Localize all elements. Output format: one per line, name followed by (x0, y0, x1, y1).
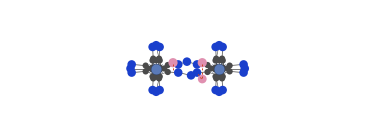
Point (153, 76, 159, 78)
Point (242, 67, 248, 70)
Point (184, 61, 190, 63)
Point (216, 59, 222, 61)
Point (127, 67, 133, 70)
Point (149, 59, 155, 62)
Point (199, 78, 205, 80)
Point (240, 63, 246, 65)
Point (240, 72, 246, 74)
Point (212, 68, 218, 71)
Point (157, 59, 163, 62)
Point (150, 89, 156, 91)
Point (156, 46, 163, 48)
Point (226, 70, 232, 72)
Point (156, 89, 163, 91)
Point (226, 65, 232, 67)
Point (219, 77, 225, 79)
Point (161, 67, 167, 70)
Point (175, 63, 181, 65)
Point (129, 72, 135, 74)
Point (165, 64, 171, 66)
Point (219, 58, 225, 60)
Point (149, 75, 155, 78)
Point (165, 71, 171, 73)
Point (212, 89, 218, 91)
Point (212, 59, 218, 62)
Point (150, 46, 156, 48)
Point (194, 63, 200, 65)
Point (216, 91, 222, 93)
Point (156, 77, 162, 79)
Point (157, 66, 163, 68)
Point (145, 67, 151, 70)
Point (220, 66, 226, 68)
Point (199, 62, 205, 64)
Point (153, 91, 159, 93)
Point (150, 58, 156, 60)
Point (220, 89, 226, 91)
Point (204, 64, 211, 66)
Point (220, 68, 226, 71)
Point (194, 72, 200, 74)
Point (175, 72, 181, 74)
Point (153, 44, 159, 46)
Point (220, 46, 226, 48)
Point (157, 68, 163, 71)
Point (213, 77, 219, 79)
Point (204, 71, 211, 73)
Point (220, 59, 226, 62)
Point (143, 70, 149, 72)
Point (156, 58, 162, 60)
Point (143, 65, 149, 67)
Point (216, 67, 222, 70)
Point (224, 67, 230, 70)
Point (212, 75, 218, 78)
Point (153, 59, 159, 61)
Point (170, 62, 176, 64)
Point (212, 46, 218, 48)
Point (188, 74, 194, 76)
Point (216, 76, 222, 78)
Point (157, 75, 163, 78)
Point (149, 66, 155, 68)
Point (212, 66, 218, 68)
Point (216, 44, 222, 46)
Point (208, 67, 214, 70)
Point (150, 77, 156, 79)
Point (129, 63, 135, 65)
Point (149, 68, 155, 71)
Point (153, 67, 159, 70)
Point (220, 75, 226, 78)
Point (213, 58, 219, 60)
